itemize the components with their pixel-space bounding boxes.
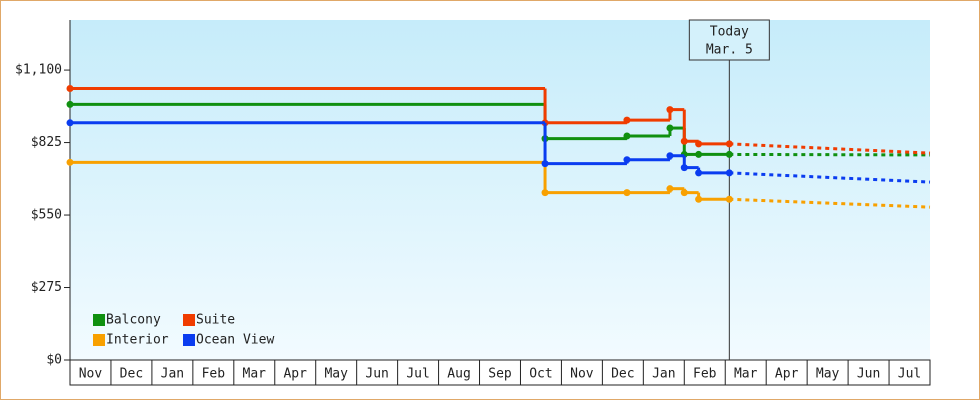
legend-swatch: [183, 334, 195, 346]
x-tick-label: Aug: [447, 367, 470, 382]
x-tick-label: Mar: [243, 367, 267, 382]
point: [680, 164, 688, 172]
x-tick-label: Jun: [857, 367, 880, 382]
forecast-line: [729, 197, 931, 209]
legend-swatch: [183, 314, 195, 326]
point: [623, 132, 631, 140]
point: [725, 140, 733, 148]
point: [695, 195, 703, 203]
point: [666, 185, 674, 193]
x-tick-label: May: [816, 367, 840, 382]
x-tick-label: Dec: [611, 367, 634, 382]
x-tick-label: Jul: [898, 367, 921, 382]
plot-area: [70, 20, 930, 360]
x-tick-label: Mar: [734, 367, 758, 382]
legend-label: Interior: [106, 333, 169, 348]
x-tick-label: Apr: [283, 367, 307, 382]
month-strip: [69, 359, 931, 386]
legend-label: Balcony: [106, 313, 161, 328]
x-tick-label: Feb: [202, 367, 226, 382]
x-tick-label: Jan: [652, 367, 675, 382]
forecast-line: [729, 152, 931, 157]
x-tick-label: May: [324, 367, 348, 382]
x-tick-label: Dec: [120, 367, 143, 382]
point: [66, 119, 74, 127]
legend-label: Suite: [196, 313, 235, 328]
legend-swatch: [93, 334, 105, 346]
point: [66, 158, 74, 166]
point: [666, 152, 674, 160]
point: [680, 189, 688, 197]
y-tick-label: $825: [31, 135, 62, 150]
forecast-line: [729, 142, 931, 155]
point: [623, 156, 631, 164]
point: [66, 85, 74, 93]
today-box: [688, 19, 770, 61]
point: [695, 169, 703, 177]
y-tick-label: $550: [31, 208, 62, 223]
point: [680, 137, 688, 145]
today-date: Mar. 5: [706, 43, 753, 58]
x-tick-label: Jul: [406, 367, 429, 382]
point: [666, 124, 674, 132]
x-tick-label: Nov: [79, 367, 103, 382]
legend-label: Ocean View: [196, 333, 274, 348]
forecast-line: [729, 171, 931, 184]
legend-swatch: [93, 314, 105, 326]
x-tick-label: Feb: [693, 367, 717, 382]
y-tick-label: $275: [31, 280, 62, 295]
point: [623, 116, 631, 124]
x-tick-label: Jun: [365, 367, 388, 382]
point: [666, 106, 674, 114]
point: [541, 160, 549, 168]
y-tick-label: $0: [46, 353, 62, 368]
point: [66, 100, 74, 108]
point: [541, 189, 549, 197]
point: [623, 189, 631, 197]
today-title: Today: [710, 25, 749, 40]
y-tick-label: $1,100: [15, 63, 62, 78]
x-tick-label: Jan: [161, 367, 184, 382]
point: [695, 140, 703, 148]
x-tick-label: Nov: [570, 367, 594, 382]
point: [695, 150, 703, 158]
x-tick-label: Sep: [488, 367, 512, 382]
x-tick-label: Oct: [529, 367, 552, 382]
x-tick-label: Apr: [775, 367, 799, 382]
